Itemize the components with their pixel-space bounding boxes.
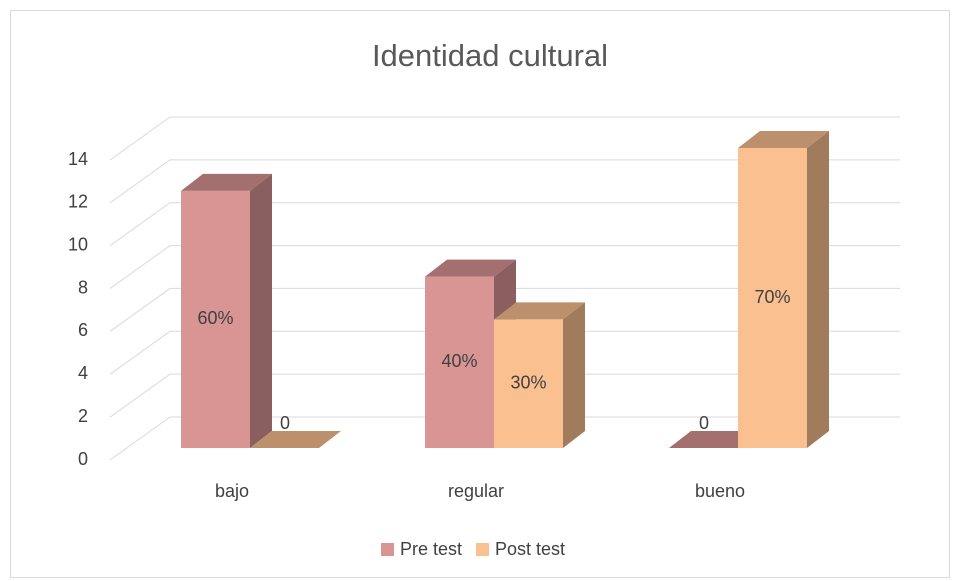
- grid-line: [109, 159, 900, 204]
- grid-line: [109, 287, 900, 332]
- bar: [250, 431, 341, 448]
- grid-line: [109, 416, 900, 461]
- y-tick-label: 4: [78, 363, 88, 383]
- bar-top: [494, 302, 585, 320]
- y-tick-label: 14: [68, 149, 88, 169]
- bar-top: [181, 173, 272, 191]
- grid-line: [109, 245, 900, 289]
- data-label: 0: [699, 413, 709, 433]
- bar: [669, 431, 760, 448]
- bar-top: [669, 431, 760, 448]
- y-tick-label: 6: [78, 320, 88, 340]
- bar-front: [425, 276, 494, 448]
- bar-top: [250, 431, 341, 448]
- data-label: 70%: [754, 287, 790, 307]
- bar: [181, 173, 272, 448]
- bar-front: [181, 190, 250, 448]
- bar-front: [494, 319, 563, 448]
- x-tick-label: regular: [448, 481, 504, 501]
- bar-side: [250, 173, 272, 448]
- y-tick-label: 10: [68, 234, 88, 254]
- legend-label: Pre test: [400, 539, 462, 559]
- grid-line: [109, 202, 900, 247]
- grid-line: [109, 373, 900, 418]
- bar-top: [738, 131, 829, 148]
- bar-side: [807, 131, 829, 448]
- grid-line: [109, 330, 900, 375]
- legend-swatch: [476, 543, 490, 556]
- data-label: 30%: [510, 372, 546, 392]
- data-label: 40%: [441, 351, 477, 371]
- bar-top: [425, 259, 516, 277]
- y-tick-label: 12: [68, 192, 88, 212]
- chart-title: Identidad cultural: [372, 38, 608, 73]
- y-tick-label: 2: [78, 406, 88, 426]
- x-tick-label: bueno: [695, 481, 745, 501]
- legend-label: Post test: [495, 539, 565, 559]
- y-tick-label: 8: [78, 277, 88, 297]
- bar-front: [738, 148, 807, 448]
- data-label: 0: [280, 413, 290, 433]
- y-tick-label: 0: [78, 449, 88, 469]
- grid-line: [109, 116, 900, 161]
- legend-swatch: [381, 543, 394, 556]
- data-label: 60%: [197, 308, 233, 328]
- bar-side: [563, 302, 585, 448]
- bar: [494, 302, 585, 448]
- x-tick-label: bajo: [215, 481, 249, 501]
- bar: [738, 131, 829, 448]
